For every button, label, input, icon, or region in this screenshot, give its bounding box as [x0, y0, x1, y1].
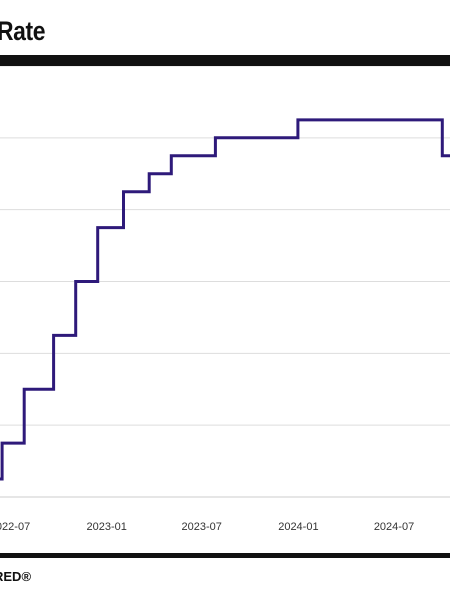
x-tick-label: 2022-07: [0, 521, 30, 533]
bottom-rule: [0, 553, 450, 558]
chart-title: Rate: [0, 16, 46, 46]
x-tick-label: 2023-01: [86, 521, 126, 533]
x-axis-ticks: 2022-07 2023-01 2023-07 2024-01 2024-07: [0, 521, 414, 533]
x-tick-label: 2024-07: [374, 521, 414, 533]
chart-area: 2022-07 2023-01 2023-07 2024-01 2024-07: [0, 66, 450, 533]
source-credit: RED®: [0, 569, 32, 584]
top-rule: [0, 55, 450, 66]
gridlines: [0, 66, 450, 498]
x-tick-label: 2023-07: [182, 521, 222, 533]
x-tick-label: 2024-01: [278, 521, 318, 533]
series-line: [0, 118, 450, 481]
